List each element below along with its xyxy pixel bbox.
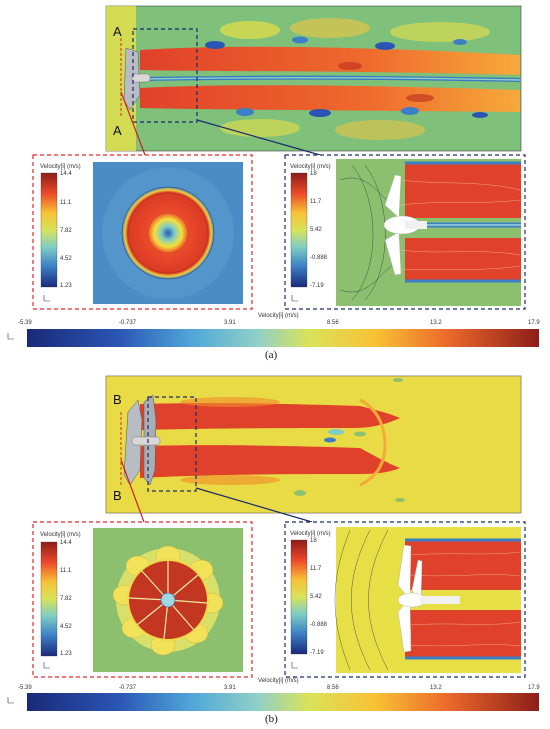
left-cb-title-b: Velocity[i] (m/s) <box>40 532 81 538</box>
main-cb-tick-b-4: 13.2 <box>430 685 442 691</box>
main-cb-tick-a-3: 8.56 <box>327 320 339 326</box>
section-label-b-top: B <box>113 392 122 407</box>
main-cb-title-a: Velocity[i] (m/s) <box>258 313 299 319</box>
right-cb-tick-b-1: 11.7 <box>310 566 322 572</box>
panel-b-wake-field <box>105 375 522 514</box>
main-cb-tick-b-1: -0.737 <box>119 685 137 691</box>
right-cb-tick-b-0: 18 <box>310 538 317 544</box>
left-cb-title-a: Velocity[i] (m/s) <box>40 164 81 170</box>
left-cb-tick-a-3: 4.52 <box>60 256 72 262</box>
main-cb-tick-a-1: -0.737 <box>119 320 137 326</box>
propeller-hub <box>131 73 151 83</box>
section-label-b-bottom: B <box>113 488 122 503</box>
left-cb-tick-b-1: 11.1 <box>60 568 72 574</box>
connector-blue-b <box>195 487 313 523</box>
right-cb-title-b: Velocity[i] (m/s) <box>290 531 331 537</box>
axis-triads <box>7 295 298 704</box>
zoom-box-a <box>132 28 198 123</box>
main-cb-tick-a-4: 13.2 <box>430 320 442 326</box>
connector-red-b <box>120 459 145 523</box>
panel-b-left-inset <box>32 521 253 678</box>
left-cb-tick-b-0: 14.4 <box>60 540 72 546</box>
panel-b <box>32 375 526 678</box>
panel-a-wake-field <box>105 5 522 152</box>
right-cb-tick-a-0: 18 <box>310 171 317 177</box>
right-cb-tick-a-2: 5.42 <box>310 227 322 233</box>
main-colorbar-b <box>27 693 539 711</box>
right-cb-tick-b-2: 5.42 <box>310 594 322 600</box>
right-cb-tick-a-3: -0.888 <box>310 255 328 261</box>
left-cb-tick-b-2: 7.82 <box>60 596 72 602</box>
right-cb-tick-b-4: -7.19 <box>310 650 324 656</box>
left-cb-tick-b-3: 4.52 <box>60 624 72 630</box>
propeller-hub-b <box>131 436 161 446</box>
panel-a-left-inset <box>32 154 253 310</box>
right-cb-tick-a-4: -7.19 <box>310 283 324 289</box>
panel-a <box>32 5 526 310</box>
section-label-a-bottom: A <box>113 123 122 138</box>
caption-a: (a) <box>265 349 278 361</box>
section-label-a-top: A <box>113 24 122 39</box>
main-cb-tick-b-3: 8.56 <box>327 685 339 691</box>
connector-red-a <box>120 91 146 156</box>
main-cb-tick-a-0: -5.39 <box>18 320 32 326</box>
left-cb-tick-a-1: 11.1 <box>60 200 72 206</box>
left-cb-tick-a-2: 7.82 <box>60 228 72 234</box>
right-cb-title-a: Velocity[i] (m/s) <box>290 164 331 170</box>
main-cb-tick-b-0: -5.39 <box>18 685 32 691</box>
main-cb-tick-b-5: 17.9 <box>528 685 540 691</box>
left-cb-tick-b-4: 1.23 <box>60 651 72 657</box>
main-cb-title-b: Velocity[i] (m/s) <box>258 678 299 684</box>
main-cb-tick-b-2: 3.91 <box>224 685 236 691</box>
right-cb-tick-a-1: 11.7 <box>310 199 322 205</box>
zoom-box-b <box>147 396 197 492</box>
main-colorbar-a <box>27 329 539 347</box>
connector-blue-a <box>196 119 321 156</box>
panel-b-right-inset <box>284 521 526 678</box>
panel-a-right-inset <box>284 154 526 310</box>
left-cb-tick-a-4: 1.23 <box>60 283 72 289</box>
right-cb-tick-b-3: -0.888 <box>310 622 328 628</box>
main-cb-tick-a-5: 17.9 <box>528 320 540 326</box>
main-cb-tick-a-2: 3.91 <box>224 320 236 326</box>
caption-b: (b) <box>265 713 278 725</box>
left-cb-tick-a-0: 14.4 <box>60 171 72 177</box>
